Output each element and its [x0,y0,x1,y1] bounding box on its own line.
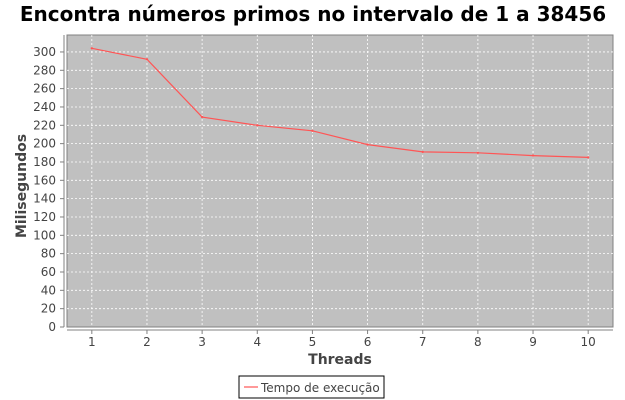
y-tick-label: 220 [33,118,56,132]
y-tick-label: 160 [33,173,56,187]
x-tick-label: 9 [529,335,537,349]
x-tick-label: 6 [364,335,372,349]
x-tick-label: 7 [419,335,427,349]
y-tick-label: 120 [33,210,56,224]
data-point [311,129,314,133]
data-point [476,151,480,155]
y-tick-label: 60 [41,265,56,279]
x-tick-label: 2 [143,335,151,349]
y-tick-label: 200 [33,137,56,151]
chart-title: Encontra números primos no intervalo de … [20,2,606,26]
y-tick-label: 300 [33,45,56,59]
x-axis-ticks: 1 2 3 4 5 6 7 8 9 10 [88,330,596,349]
x-tick-label: 5 [309,335,317,349]
y-tick-label: 180 [33,155,56,169]
y-tick-label: 0 [48,320,56,334]
y-axis-label: Milisegundos [14,134,30,238]
data-point [421,150,424,154]
y-tick-label: 20 [41,302,56,316]
y-tick-label: 240 [33,100,56,114]
legend-label: Tempo de execução [260,381,380,395]
x-tick-label: 8 [474,335,482,349]
plot-area [66,34,614,328]
x-axis-label: Threads [308,352,372,368]
y-tick-label: 280 [33,63,56,77]
x-tick-label: 3 [198,335,206,349]
legend-box [238,375,385,399]
x-tick-label: 10 [581,335,596,349]
legend: Tempo de execução [238,375,385,399]
data-point [90,47,94,50]
x-tick-label: 1 [88,335,96,349]
x-tick-label: 4 [253,335,261,349]
data-point [256,124,259,127]
grid-lines [67,35,613,327]
series-layer [90,47,590,159]
y-tick-label: 40 [41,283,56,297]
y-tick-label: 260 [33,82,56,96]
axes [63,35,613,331]
data-point [531,154,535,157]
data-point [145,58,149,61]
y-tick-label: 100 [33,228,56,242]
data-point [586,156,590,159]
data-point [200,115,204,119]
y-axis-ticks: 0 20 40 60 80 100 120 140 160 180 200 220 240 260 280 3… [33,45,64,334]
data-point [366,143,369,146]
y-tick-label: 80 [41,247,56,261]
series-line [91,47,589,158]
y-tick-label: 140 [33,192,56,206]
